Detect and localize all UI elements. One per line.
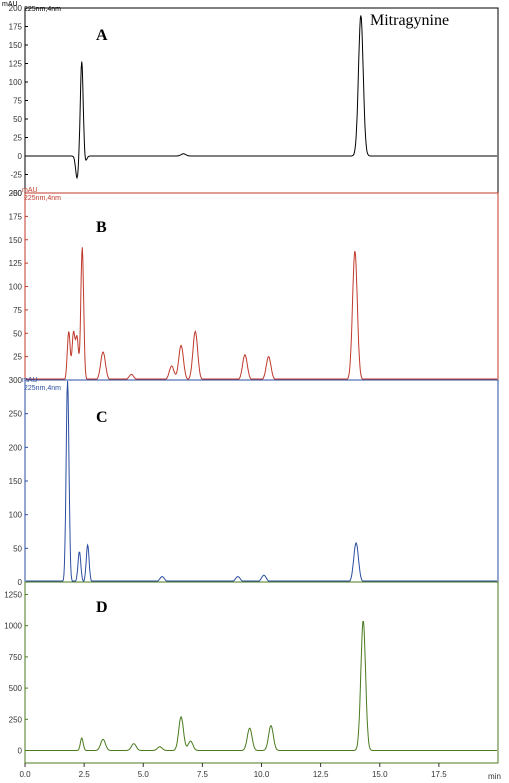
- panel-c-y-axis: 0 50 100 150 200 250 300: [9, 376, 28, 587]
- panel-a-trace: [26, 15, 497, 180]
- panel-b-y-axis: 25 50 75 100 125 150 175 200: [9, 189, 28, 362]
- panel-b-y-tick-label: 125: [9, 259, 23, 268]
- panel-b-detector-label: 225nm,4nm: [24, 195, 61, 202]
- panel-c-detector-label: 225nm,4nm: [24, 385, 61, 392]
- panel-a-y-axis: -50 -25 0 25 50 75 100 125 150 175 200: [9, 4, 28, 198]
- x-tick-label: 7.5: [197, 770, 209, 779]
- panel-a-y-tick-label: 0: [18, 152, 23, 161]
- x-axis-unit: min: [488, 772, 501, 781]
- panel-a-y-tick-label: 75: [13, 97, 22, 106]
- panel-c-y-tick-label: 200: [9, 443, 23, 452]
- panel-d: 0 250 500 750 1000 1250 D: [4, 581, 499, 764]
- panel-b-y-tick-label: 100: [9, 283, 23, 292]
- panel-c-y-tick-label: 0: [18, 578, 23, 587]
- panel-a-y-tick-label: -25: [10, 171, 22, 180]
- panel-b-y-tick-label: 75: [13, 306, 22, 315]
- panel-d-label: D: [96, 599, 108, 616]
- panel-c-y-tick-label: 50: [13, 544, 22, 553]
- panel-a-y-tick-label: 100: [9, 78, 23, 87]
- panel-a-detector-label: 225nm,4nm: [24, 6, 61, 13]
- x-axis: 0.0 2.5 5.0 7.5 10.0 12.5 15.0 17.5: [19, 763, 447, 779]
- panel-d-y-tick-label: 750: [9, 653, 23, 662]
- panel-a-unit-label: mAU: [2, 1, 18, 8]
- mitragynine-annotation: Mitragynine: [370, 12, 449, 29]
- panel-b-unit-label: mAU: [22, 187, 38, 194]
- panel-c-y-tick-label: 100: [9, 511, 23, 520]
- panel-b-y-tick-label: 50: [13, 329, 22, 338]
- panel-c-unit-label: mAU: [22, 377, 38, 384]
- x-tick-label: 12.5: [313, 770, 329, 779]
- panel-d-y-tick-label: 250: [9, 715, 23, 724]
- panel-c-trace: [26, 380, 497, 582]
- panel-a-y-tick-label: 175: [9, 23, 23, 32]
- panel-d-y-tick-label: 1000: [4, 622, 22, 631]
- panel-a-y-tick-label: 125: [9, 60, 23, 69]
- x-tick-label: 17.5: [431, 770, 447, 779]
- x-tick-label: 5.0: [138, 770, 150, 779]
- panel-b-trace: [26, 247, 497, 380]
- panel-a-y-tick-label: 200: [9, 4, 23, 13]
- x-tick-label: 2.5: [79, 770, 91, 779]
- panel-a-y-tick-label: 25: [13, 134, 22, 143]
- panel-b: 25 50 75 100 125 150 175 200 mAU 225nm,4nm B: [9, 187, 499, 381]
- panel-a-y-tick-label: 150: [9, 41, 23, 50]
- panel-d-y-tick-label: 500: [9, 684, 23, 693]
- x-tick-label: 10.0: [254, 770, 270, 779]
- panel-b-y-tick-label: 150: [9, 236, 23, 245]
- panel-d-y-tick-label: 1250: [4, 590, 22, 599]
- panel-b-y-tick-label: 200: [9, 189, 23, 198]
- panel-c-label: C: [96, 409, 108, 426]
- panel-b-y-tick-label: 25: [13, 353, 22, 362]
- x-tick-label: 0.0: [19, 770, 31, 779]
- panel-c-y-tick-label: 150: [9, 477, 23, 486]
- panel-c-y-tick-label: 250: [9, 410, 23, 419]
- panel-a-y-tick-label: 50: [13, 115, 22, 124]
- panel-b-label: B: [96, 219, 107, 236]
- x-tick-label: 15.0: [372, 770, 388, 779]
- panel-b-y-tick-label: 175: [9, 212, 23, 221]
- panel-a-label: A: [96, 27, 108, 44]
- panel-c-y-tick-label: 300: [9, 376, 23, 385]
- panel-d-trace: [26, 621, 497, 751]
- panel-d-y-tick-label: 0: [18, 747, 23, 756]
- panel-c: 0 50 100 150 200 250 300 mAU 225nm,4nm C: [9, 376, 499, 587]
- panel-a-y-tick-label: -50: [10, 189, 22, 198]
